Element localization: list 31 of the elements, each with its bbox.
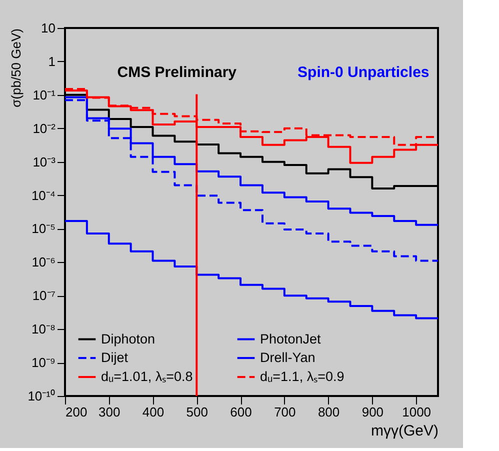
x-tick-label: 400 (142, 404, 164, 420)
x-tick-label: 900 (362, 404, 384, 420)
x-tick-label: 800 (318, 404, 340, 420)
x-tick-label: 600 (230, 404, 252, 420)
y-tick-label: 10⁻³ (32, 154, 56, 170)
x-tick-label: 300 (98, 404, 120, 420)
legend-label: Diphoton (101, 331, 156, 346)
y-axis-title: σ(pb/50 GeV) (8, 28, 24, 108)
annotation: CMS Preliminary (117, 64, 238, 82)
x-tick-label: 200 (66, 404, 88, 420)
y-tick-label: 10 (41, 20, 56, 36)
y-tick-label: 1 (48, 54, 56, 69)
y-tick-label: 10⁻² (32, 120, 56, 136)
y-tick-label: 10⁻⁹ (31, 355, 56, 370)
legend-label: Dijet (101, 350, 128, 365)
annotation: Spin-0 Unparticles (298, 64, 430, 82)
y-tick-label: 10⁻⁵ (32, 221, 56, 236)
legend-label: PhotonJet (260, 331, 322, 346)
y-tick-label: 10⁻⁷ (32, 288, 56, 304)
legend-label: Drell-Yan (260, 350, 316, 365)
x-tick-label: 500 (186, 404, 208, 420)
x-axis-title: mγγ(GeV) (371, 422, 439, 440)
y-tick-label: 10⁻⁶ (32, 254, 56, 270)
x-tick-label: 1000 (402, 404, 432, 420)
x-tick-label: 700 (274, 404, 296, 420)
y-tick-label: 10⁻⁸ (32, 322, 56, 337)
legend-label: dᵤ=1.1, λₛ=0.9 (260, 369, 344, 384)
y-tick-label: 10⁻¹⁰ (28, 388, 56, 404)
y-tick-label: 10⁻⁴ (31, 188, 56, 203)
legend-label: dᵤ=1.01, λₛ=0.8 (101, 369, 193, 384)
y-tick-label: 10⁻¹ (32, 87, 56, 102)
